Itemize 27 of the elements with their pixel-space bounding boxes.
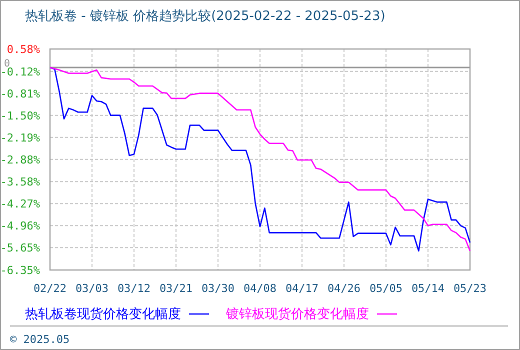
y-tick-label: -2.19% [0,131,40,144]
chart-title: 热轧板卷 - 镀锌板 价格趋势比较(2025-02-22 - 2025-05-23) [25,9,386,24]
line-series [49,66,471,252]
x-tick-label: 03/12 [117,282,151,295]
legend-label: 镀锌板现货价格变化幅度 [225,306,369,322]
x-tick-label: 05/23 [453,282,487,295]
y-tick-label: -1.50% [0,109,40,122]
y-tick-label: -5.65% [0,242,40,255]
x-tick-label: 03/30 [201,282,235,295]
x-tick-label: 04/17 [285,282,319,295]
x-tick-label: 04/26 [327,282,361,295]
x-tick-label: 05/14 [411,282,445,295]
x-tick-label: 03/03 [75,282,109,295]
x-tick-label: 05/05 [369,282,403,295]
y-tick-label: -4.27% [0,198,40,211]
y-tick-label: 0.58% [6,43,40,56]
y-tick-label: -4.96% [0,220,40,233]
y-tick-label: -0.12% [0,65,40,78]
legend-label: 热轧板卷现货价格变化幅度 [25,306,181,322]
y-tick-label: -0.81% [0,87,40,100]
y-tick-label: -2.88% [0,153,40,166]
x-tick-label: 03/21 [159,282,193,295]
x-tick-label: 04/08 [243,282,277,295]
y-tick-label: -3.58% [0,176,40,189]
x-tick-label: 02/22 [33,282,67,295]
text: © 2025.05 [10,333,70,346]
y-tick-label: -6.35% [0,264,40,277]
